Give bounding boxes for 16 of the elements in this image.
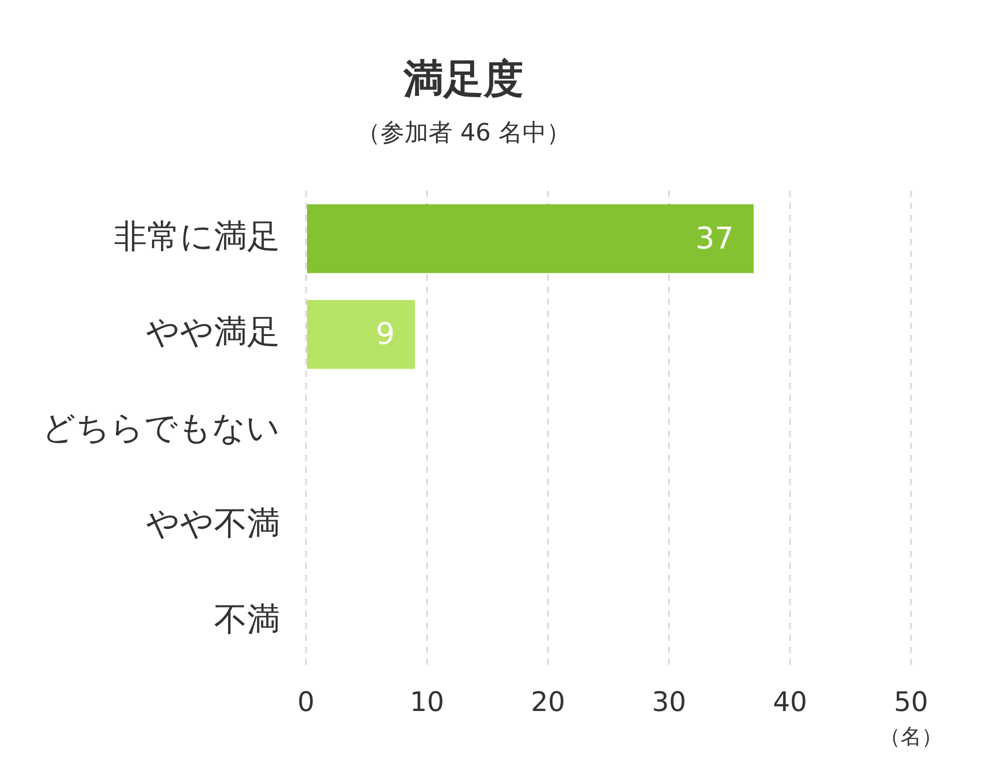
chart-title: 満足度 xyxy=(402,56,524,102)
data-label: 37 xyxy=(696,221,734,256)
y-tick-label: やや満足 xyxy=(146,312,280,352)
chart-subtitle: （参加者 46 名中） xyxy=(356,118,570,147)
x-tick-label: 50 xyxy=(894,686,928,718)
x-tick-label: 0 xyxy=(297,686,315,718)
y-tick-label: 不満 xyxy=(214,599,280,638)
x-axis-title: （名） xyxy=(880,724,942,748)
x-tick-label: 30 xyxy=(652,686,686,718)
y-tick-label: 非常に満足 xyxy=(114,216,280,256)
x-tick-label: 10 xyxy=(410,686,444,718)
data-label: 9 xyxy=(376,317,395,352)
x-tick-label: 40 xyxy=(772,686,808,718)
x-tick-label: 20 xyxy=(530,686,566,718)
y-tick-label: やや不満 xyxy=(146,504,280,543)
y-tick-label: どちらでもない xyxy=(42,408,280,447)
